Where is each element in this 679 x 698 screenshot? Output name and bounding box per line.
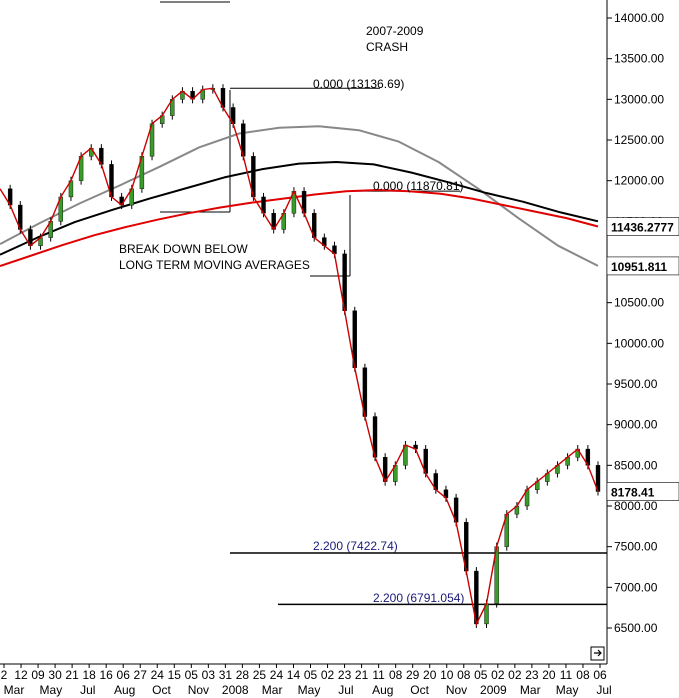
x-day-label: 20 [423,668,437,682]
x-month-label: Aug [372,683,393,697]
fib-extension-label-2: 2.200 (6791.054) [373,591,464,605]
x-day-label: 02 [491,668,505,682]
fib-extension-label-1: 2.200 (7422.74) [313,539,398,553]
x-day-label: 02 [321,668,335,682]
x-day-label: 28 [236,668,250,682]
x-day-label: 08 [457,668,471,682]
x-day-label: 05 [304,668,318,682]
x-month-label: Mar [4,683,25,697]
x-month-label: Jul [338,683,353,697]
x-day-label: 24 [151,668,165,682]
price-tag-box [606,217,679,236]
y-tick-label: 10500.00 [614,296,664,310]
price-line [0,87,599,627]
x-day-label: 09 [31,668,45,682]
price-tag-label: 8178.41 [611,485,655,499]
breakdown-label-1: BREAK DOWN BELOW [119,242,248,256]
fib-anchor-label-2: 0.000 (11870.81) [373,179,464,193]
x-month-label: Jul [80,683,95,697]
x-day-label: 23 [338,668,352,682]
x-day-label: 08 [389,668,403,682]
x-day-label: 06 [593,668,607,682]
price-tag-label: 11436.2777 [611,221,674,235]
x-day-label: 21 [65,668,79,682]
x-month-label: Aug [114,683,135,697]
title-line-1: 2007-2009 [366,24,424,38]
x-day-label: 11 [560,668,573,682]
y-tick-label: 12500.00 [614,133,664,147]
moving-average-black [0,161,599,256]
x-day-label: 31 [219,668,233,682]
y-tick-label: 6500.00 [614,621,658,635]
x-day-label: 21 [355,668,369,682]
y-tick-label: 9000.00 [614,418,658,432]
y-tick-label: 7500.00 [614,540,658,554]
x-month-label: May [556,683,579,697]
x-day-label: 15 [168,668,182,682]
x-month-label: 2009 [480,683,507,697]
x-month-label: May [40,683,63,697]
moving-averages [0,125,599,268]
y-tick-label: 7000.00 [614,580,658,594]
x-day-label: 25 [253,668,267,682]
x-month-label: Mar [520,683,541,697]
y-tick-label: 13000.00 [614,92,664,106]
y-tick-label: 9500.00 [614,377,658,391]
price-tags: 11436.2777 10951.811 8178.41 [606,217,679,501]
y-tick-label: 13500.00 [614,52,664,66]
x-day-label: 06 [117,668,131,682]
x-month-label: Nov [446,683,467,697]
x-day-label: 05 [474,668,488,682]
x-day-label: 20 [542,668,556,682]
x-month-label: Oct [152,683,171,697]
x-day-label: 03 [202,668,216,682]
title-line-2: CRASH [366,40,408,54]
x-day-label: 08 [576,668,590,682]
x-month-label: Mar [262,683,283,697]
x-day-label: 12 [14,668,28,682]
price-tag-label: 10951.811 [611,260,667,274]
x-day-label: 18 [82,668,96,682]
price-tag-box [606,482,679,501]
x-day-label: 23 [525,668,539,682]
scroll-end-icon[interactable] [590,646,605,661]
x-month-label: Jul [596,683,611,697]
fib-anchor-label-1: 0.000 (13136.69) [313,77,404,91]
breakdown-label-2: LONG TERM MOVING AVERAGES [119,258,310,272]
x-day-label: 2 [1,668,8,682]
x-day-label: 27 [134,668,148,682]
x-day-label: 16 [99,668,113,682]
x-day-label: 02 [508,668,522,682]
y-tick-label: 12000.00 [614,174,664,188]
x-day-label: 14 [287,668,301,682]
x-month-label: Oct [410,683,429,697]
x-month-label: Nov [188,683,209,697]
x-day-label: 10 [440,668,454,682]
x-month-label: May [298,683,321,697]
x-month-label: 2008 [222,683,249,697]
y-tick-label: 8000.00 [614,499,658,513]
x-day-label: 05 [185,668,199,682]
moving-average-red [0,189,599,268]
x-day-label: 11 [372,668,385,682]
y-tick-label: 14000.00 [614,11,664,25]
y-tick-label: 8500.00 [614,458,658,472]
x-day-label: 24 [270,668,284,682]
price-series [0,84,601,628]
price-tag-box [606,256,679,276]
x-day-label: 29 [406,668,420,682]
x-day-label: 30 [48,668,62,682]
y-tick-label: 10000.00 [614,336,664,350]
x-axis: 2 12 09 30 21 18 16 06 27 24 15 05 03 31 28 25 24 14 05 02 2… [1,664,612,697]
